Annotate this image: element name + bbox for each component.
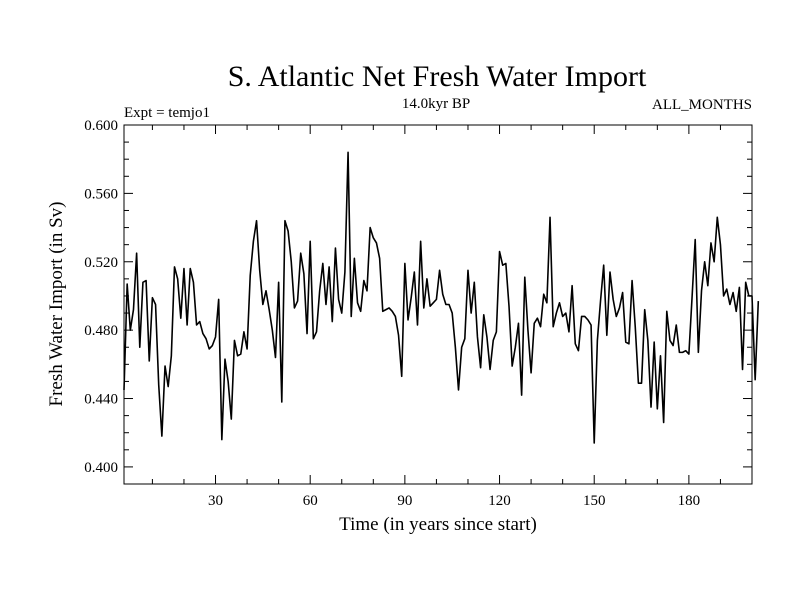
- series-line: [123, 151, 760, 444]
- y-tick-label: 0.560: [84, 186, 118, 202]
- x-tick-label: 60: [303, 493, 318, 509]
- chart-label-right: ALL_MONTHS: [652, 97, 752, 113]
- y-tick-label: 0.400: [84, 460, 118, 476]
- x-tick-label: 90: [397, 493, 412, 509]
- y-tick-label: 0.520: [84, 255, 118, 271]
- x-tick-label: 120: [488, 493, 511, 509]
- x-tick-label: 150: [583, 493, 606, 509]
- y-tick-label: 0.440: [84, 392, 118, 408]
- plot-area: 30 60 90 120 150 180 0.400 0.440 0.480 0.520 0.560…: [84, 118, 760, 509]
- x-tick-label: 30: [208, 493, 223, 509]
- x-tick-label: 180: [678, 493, 701, 509]
- chart-label-left: Expt = temjo1: [124, 105, 210, 121]
- y-tick-label: 0.480: [84, 323, 118, 339]
- x-axis-label: Time (in years since start): [339, 514, 537, 535]
- y-axis-label: Fresh Water Import (in Sv): [46, 202, 67, 407]
- chart-title: S. Atlantic Net Fresh Water Import: [228, 60, 647, 93]
- y-tick-label: 0.600: [84, 118, 118, 134]
- chart-subtitle: 14.0kyr BP: [402, 96, 470, 112]
- axis-tick-labels: 30 60 90 120 150 180 0.400 0.440 0.480 0.520 0.560…: [84, 118, 700, 509]
